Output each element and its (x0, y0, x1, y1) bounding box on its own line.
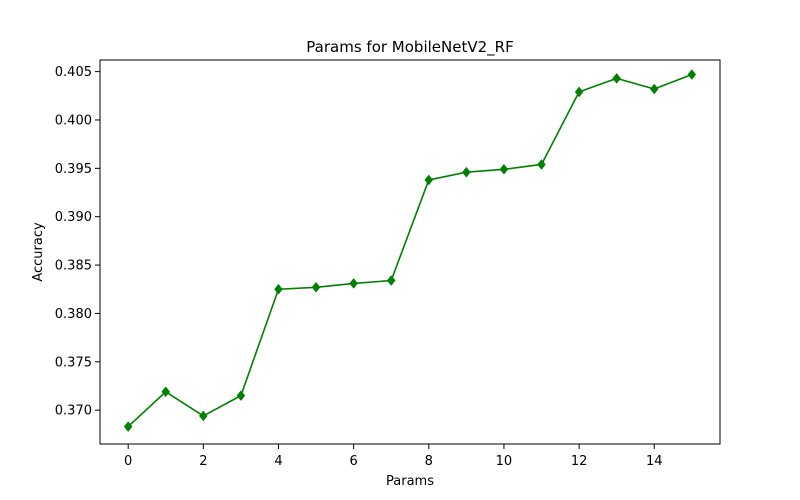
data-point (199, 410, 208, 422)
data-point (537, 159, 546, 170)
data-point (649, 83, 659, 95)
data-point (236, 390, 246, 402)
x-tick-label: 6 (349, 454, 357, 469)
data-point (311, 281, 321, 293)
data-point (612, 72, 621, 84)
y-axis-label: Accuracy (31, 222, 46, 282)
y-tick-label: 0.390 (55, 210, 92, 225)
data-point (687, 69, 697, 80)
x-tick-label: 2 (199, 454, 207, 469)
y-tick-label: 0.400 (55, 113, 92, 128)
y-tick-label: 0.375 (55, 355, 92, 370)
data-point (349, 278, 358, 289)
chart-title: Params for MobileNetV2_RF (306, 38, 513, 57)
y-tick-label: 0.380 (55, 307, 92, 322)
plot-frame (99, 59, 721, 445)
y-axis: 0.370 0.375 0.380 0.385 0.390 0.395 0.400 0.405 (55, 65, 100, 419)
data-point (499, 163, 509, 175)
x-tick-label: 12 (571, 454, 588, 469)
data-point (574, 86, 584, 98)
series-line (127, 73, 693, 428)
x-tick-label: 8 (425, 454, 433, 469)
y-tick-label: 0.385 (55, 259, 92, 274)
series-layer (123, 69, 697, 432)
x-tick-label: 4 (274, 454, 282, 469)
x-tick-label: 10 (496, 454, 513, 469)
data-point (161, 386, 171, 398)
data-point (424, 174, 434, 186)
x-tick-label: 0 (124, 454, 132, 469)
data-point (123, 421, 133, 432)
y-tick-label: 0.395 (55, 162, 92, 177)
x-axis: 0 2 4 6 8 10 12 14 (124, 444, 663, 469)
y-tick-label: 0.370 (55, 404, 92, 419)
x-tick-label: 14 (646, 454, 663, 469)
x-axis-label: Params (386, 474, 434, 489)
data-point (386, 275, 396, 286)
plot-area (100, 60, 720, 444)
data-point (274, 283, 283, 295)
y-tick-label: 0.405 (55, 65, 92, 80)
data-point (462, 166, 471, 178)
